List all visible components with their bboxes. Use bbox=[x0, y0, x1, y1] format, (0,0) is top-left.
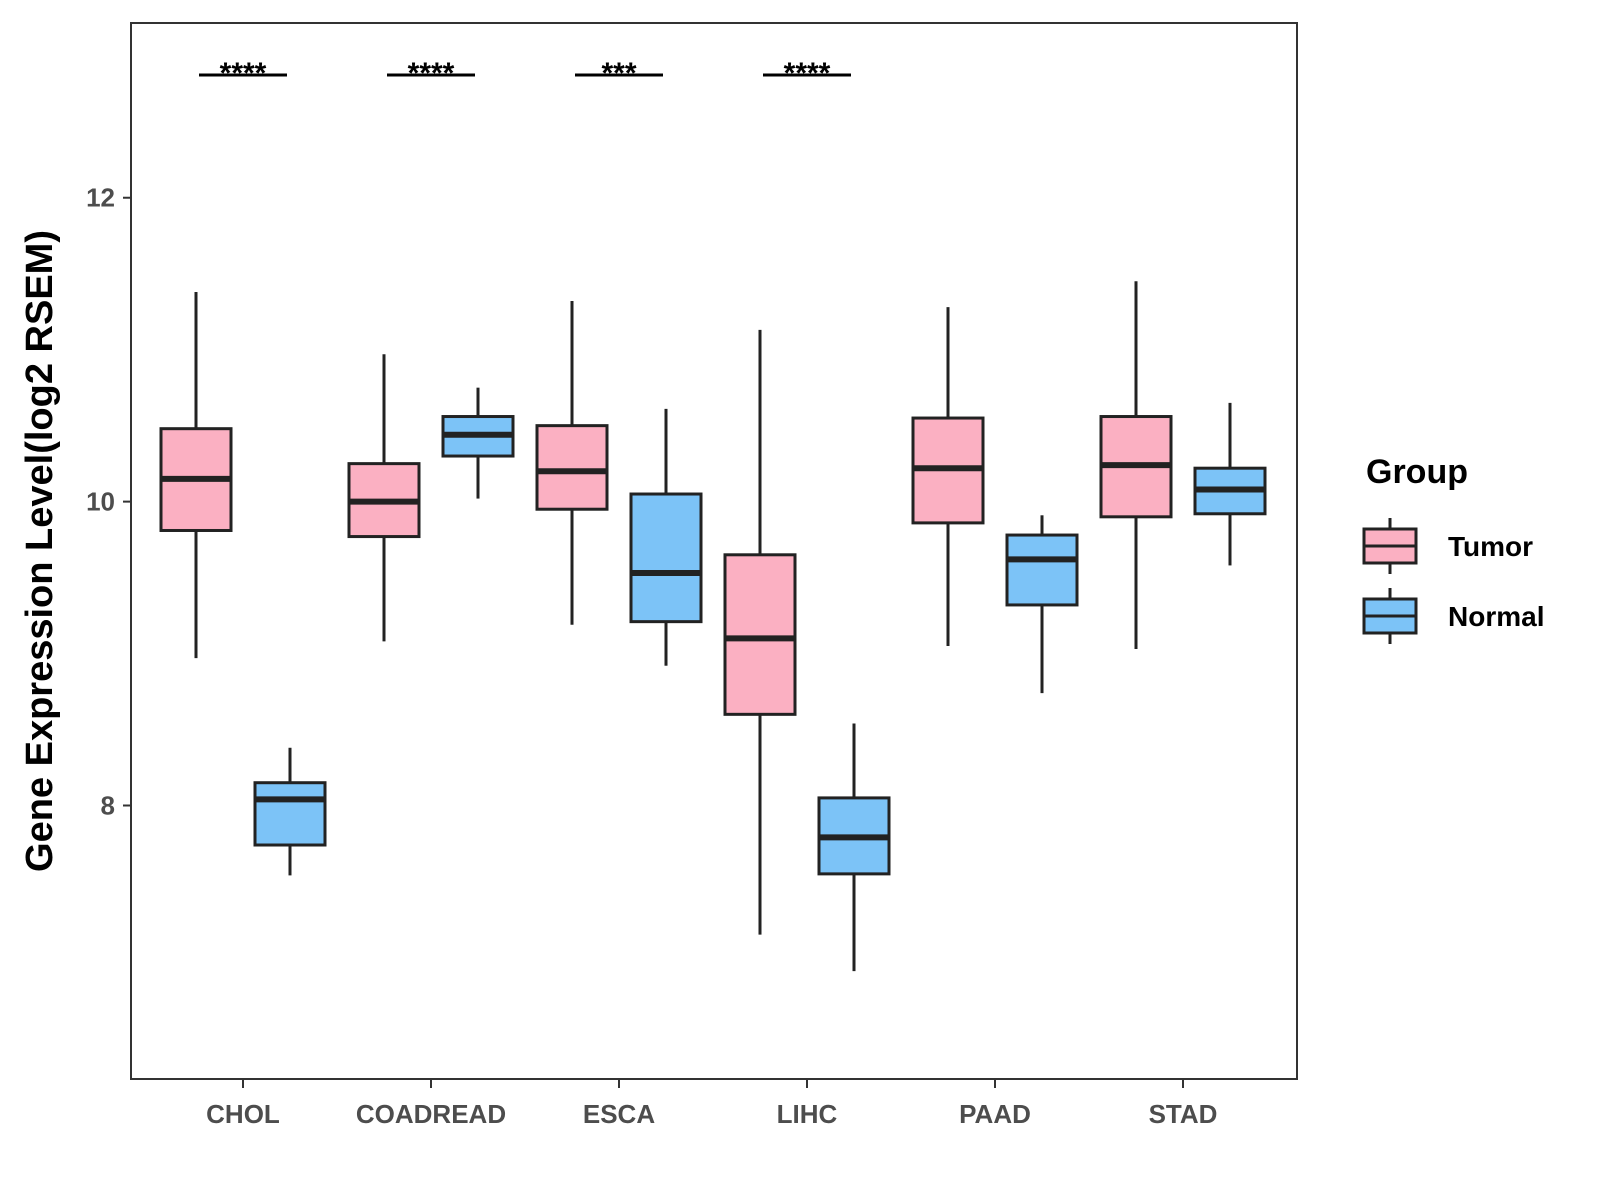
box-lihc-tumor bbox=[723, 329, 797, 935]
box-body bbox=[629, 492, 703, 624]
significance-label: **** bbox=[408, 57, 455, 90]
significance-marker: **** bbox=[199, 57, 287, 90]
box-stad-normal bbox=[1193, 402, 1267, 566]
x-tick-label: ESCA bbox=[583, 1099, 655, 1129]
box-body bbox=[1005, 533, 1079, 607]
legend-key-tumor bbox=[1362, 518, 1418, 574]
significance-label: **** bbox=[220, 57, 267, 90]
box-esca-tumor bbox=[535, 301, 609, 625]
box-lihc-normal bbox=[817, 723, 891, 972]
box-paad-tumor bbox=[911, 307, 985, 646]
box-chol-normal bbox=[253, 747, 327, 876]
box-esca-normal bbox=[629, 408, 703, 666]
box-stad-tumor bbox=[1099, 281, 1173, 650]
box-body bbox=[535, 424, 609, 511]
box-chol-tumor bbox=[159, 291, 233, 659]
box-body bbox=[253, 781, 327, 847]
boxes-layer bbox=[159, 281, 1267, 972]
x-tick-label: COADREAD bbox=[356, 1099, 506, 1129]
plot-panel-border bbox=[130, 22, 1298, 1080]
y-tick-label: 10 bbox=[86, 487, 115, 517]
y-tick-label: 12 bbox=[86, 183, 115, 213]
x-tick-label: STAD bbox=[1149, 1099, 1218, 1129]
box-coadread-normal bbox=[441, 387, 515, 499]
legend-key-normal bbox=[1362, 588, 1418, 644]
legend-label-normal: Normal bbox=[1448, 601, 1544, 632]
box-body bbox=[723, 553, 797, 716]
significance-label: *** bbox=[601, 57, 636, 90]
legend-label-tumor: Tumor bbox=[1448, 531, 1533, 562]
x-tick-label: PAAD bbox=[959, 1099, 1031, 1129]
axes-layer: 8 10 12 CHOL COADREAD ESCA LIHC PAAD STAD bbox=[86, 183, 1217, 1129]
significance-marker: **** bbox=[763, 57, 851, 90]
box-coadread-tumor bbox=[347, 354, 421, 642]
box-paad-normal bbox=[1005, 515, 1079, 694]
significance-layer: **** **** *** **** bbox=[199, 57, 851, 90]
y-axis-title: Gene Expression Level(log2 RSEM) bbox=[19, 230, 61, 872]
legend-title: Group bbox=[1366, 453, 1468, 491]
significance-marker: *** bbox=[575, 57, 663, 90]
y-tick-label: 8 bbox=[101, 791, 115, 821]
significance-label: **** bbox=[784, 57, 831, 90]
x-tick-label: LIHC bbox=[777, 1099, 838, 1129]
x-tick-label: CHOL bbox=[206, 1099, 280, 1129]
legend: Group Tumor Normal bbox=[1362, 453, 1544, 644]
significance-marker: **** bbox=[387, 57, 475, 90]
